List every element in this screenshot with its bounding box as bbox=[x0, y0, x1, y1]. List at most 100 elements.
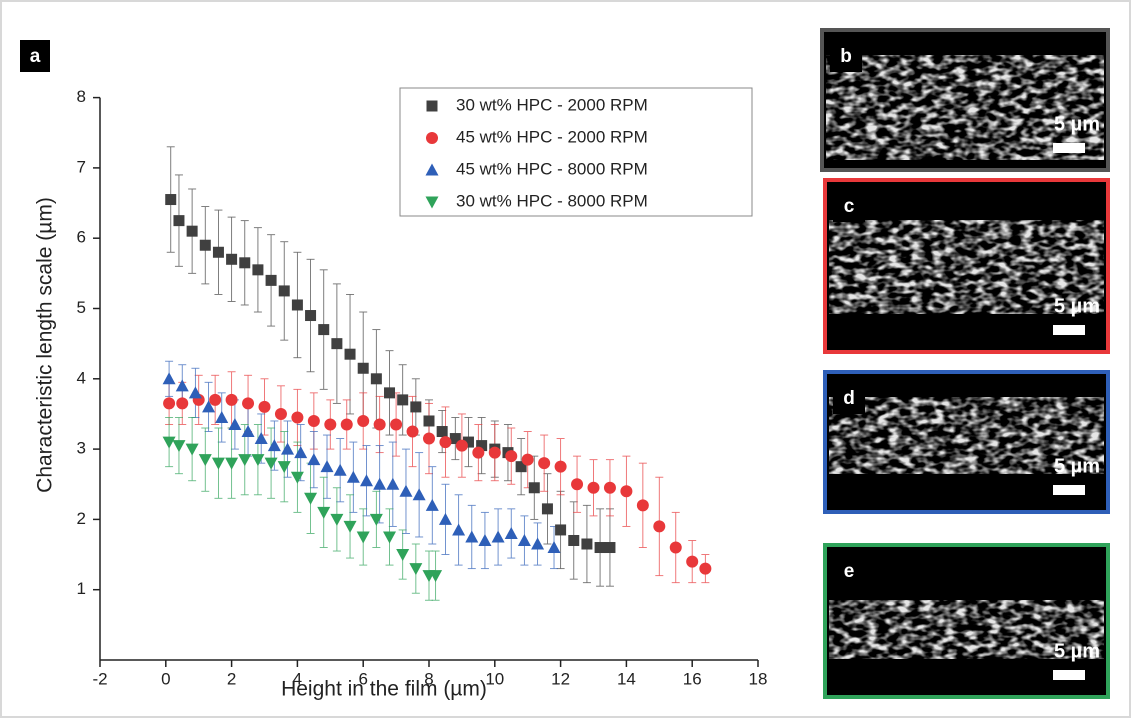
marker bbox=[439, 436, 452, 449]
marker bbox=[505, 450, 518, 463]
x-tick-label: 6 bbox=[358, 669, 367, 688]
x-tick-label: 8 bbox=[424, 669, 433, 688]
marker bbox=[294, 446, 308, 459]
y-tick-label: 5 bbox=[77, 298, 86, 317]
x-tick-label: 14 bbox=[617, 669, 636, 688]
marker bbox=[517, 533, 531, 546]
marker bbox=[636, 499, 649, 512]
marker bbox=[686, 555, 699, 568]
marker bbox=[603, 481, 616, 494]
marker bbox=[406, 425, 419, 438]
marker bbox=[699, 562, 712, 575]
scale-bar-label: 5 µm bbox=[1054, 113, 1100, 135]
legend-label: 30 wt% HPC - 8000 RPM bbox=[456, 191, 648, 210]
series bbox=[165, 417, 440, 601]
scale-bar-label: 5 µm bbox=[1054, 455, 1100, 477]
panel-label-box bbox=[833, 190, 865, 222]
scale-bar-label: 5 µm bbox=[1054, 640, 1100, 662]
marker bbox=[594, 542, 606, 554]
marker bbox=[225, 393, 238, 406]
marker bbox=[555, 524, 567, 536]
marker bbox=[215, 410, 229, 423]
marker bbox=[390, 418, 403, 431]
marker bbox=[277, 461, 291, 474]
marker bbox=[554, 460, 567, 473]
marker bbox=[410, 401, 422, 413]
marker bbox=[369, 513, 383, 526]
marker bbox=[265, 274, 277, 286]
marker bbox=[290, 471, 304, 484]
marker bbox=[604, 542, 616, 554]
y-tick-label: 4 bbox=[77, 368, 86, 387]
marker bbox=[307, 414, 320, 427]
marker bbox=[515, 461, 527, 473]
marker bbox=[333, 463, 347, 476]
marker bbox=[212, 246, 224, 258]
marker bbox=[571, 478, 584, 491]
marker bbox=[397, 394, 409, 406]
marker bbox=[476, 440, 488, 452]
marker bbox=[185, 443, 199, 456]
marker bbox=[330, 513, 344, 526]
panel-label-box bbox=[20, 40, 50, 72]
marker bbox=[423, 432, 435, 445]
y-axis-title: Characteristic length scale (µm) bbox=[34, 197, 57, 493]
marker bbox=[340, 418, 353, 431]
texture bbox=[829, 600, 1104, 659]
marker bbox=[429, 570, 443, 583]
marker bbox=[455, 439, 468, 452]
marker bbox=[264, 457, 278, 470]
marker bbox=[653, 520, 666, 533]
marker bbox=[226, 253, 238, 265]
marker bbox=[162, 372, 176, 385]
marker bbox=[478, 533, 492, 546]
marker bbox=[317, 506, 331, 519]
panel-label-box bbox=[833, 382, 865, 414]
x-tick-label: 10 bbox=[485, 669, 504, 688]
panel-label-box bbox=[833, 555, 865, 587]
marker bbox=[620, 485, 633, 498]
marker bbox=[172, 440, 186, 453]
marker bbox=[412, 488, 426, 501]
marker bbox=[373, 477, 387, 490]
texture bbox=[829, 397, 1104, 474]
panel-label: d bbox=[843, 388, 855, 409]
marker bbox=[307, 453, 321, 466]
legend-label: 30 wt% HPC - 2000 RPM bbox=[456, 95, 648, 114]
marker bbox=[504, 526, 518, 539]
panel-label: a bbox=[30, 46, 41, 67]
marker bbox=[186, 225, 198, 237]
y-tick-label: 8 bbox=[77, 87, 86, 106]
y-tick-label: 3 bbox=[77, 439, 86, 458]
marker bbox=[373, 418, 386, 431]
x-tick-label: -2 bbox=[92, 669, 107, 688]
marker bbox=[291, 411, 304, 424]
marker bbox=[521, 453, 534, 466]
y-tick-label: 1 bbox=[77, 579, 86, 598]
x-axis-title: Height in the film (µm) bbox=[281, 678, 487, 701]
marker bbox=[176, 397, 189, 410]
marker bbox=[396, 549, 410, 562]
marker bbox=[425, 196, 439, 209]
marker bbox=[370, 373, 382, 385]
marker bbox=[239, 257, 251, 269]
marker bbox=[241, 425, 255, 438]
marker bbox=[425, 498, 439, 511]
marker bbox=[357, 414, 370, 427]
marker bbox=[426, 132, 438, 144]
scale-bar bbox=[1053, 670, 1085, 680]
marker bbox=[238, 454, 252, 467]
marker bbox=[587, 481, 600, 494]
x-tick-label: 4 bbox=[293, 669, 302, 688]
x-tick-label: 16 bbox=[683, 669, 702, 688]
marker bbox=[581, 538, 593, 550]
marker bbox=[568, 534, 580, 546]
legend bbox=[399, 87, 753, 217]
marker bbox=[426, 100, 438, 112]
marker bbox=[211, 457, 225, 470]
marker bbox=[225, 457, 239, 470]
marker bbox=[278, 285, 290, 297]
marker bbox=[163, 397, 176, 410]
marker bbox=[188, 386, 202, 399]
